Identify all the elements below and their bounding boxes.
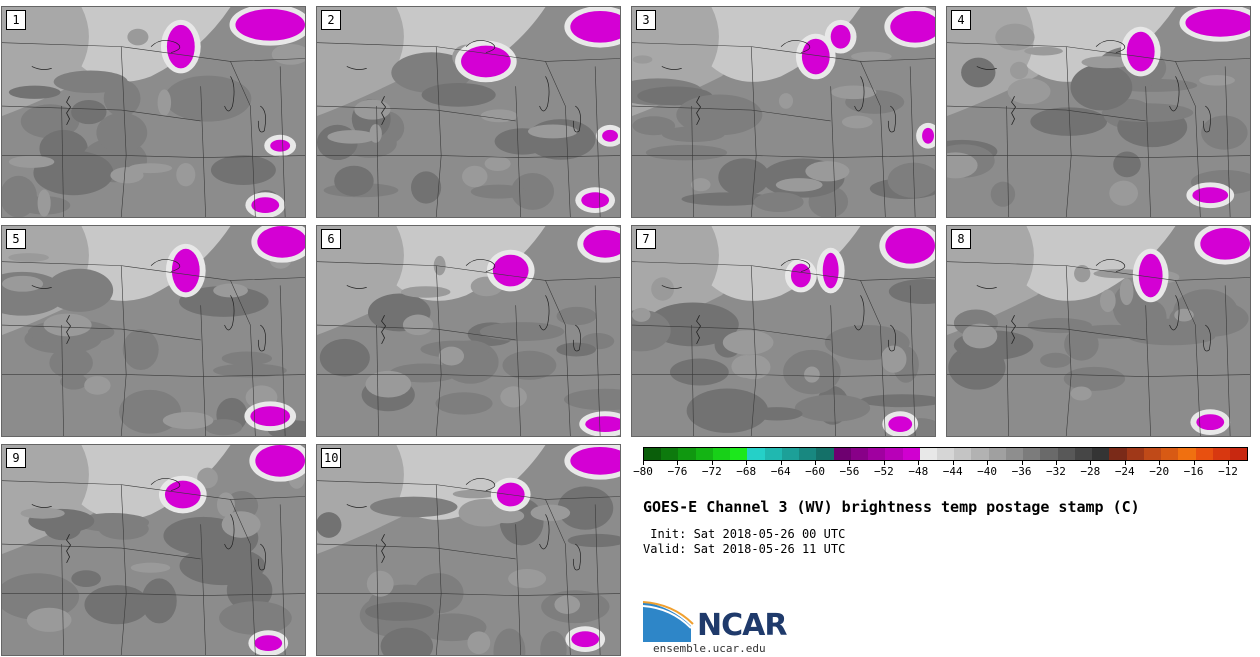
colorbar-swatch bbox=[1178, 448, 1196, 460]
colorbar-swatch bbox=[850, 448, 869, 460]
colorbar-swatch bbox=[919, 448, 937, 460]
colorbar-tick-label: −36 bbox=[1011, 465, 1032, 478]
colorbar-tick-mark bbox=[815, 461, 817, 465]
colorbar-tick-label: −68 bbox=[736, 465, 757, 478]
colorbar-swatch bbox=[988, 448, 1006, 460]
panel-number: 10 bbox=[321, 448, 342, 468]
colorbar-tick-label: −72 bbox=[701, 465, 722, 478]
colorbar-swatch bbox=[1229, 448, 1248, 460]
colorbar-swatch bbox=[1195, 448, 1213, 460]
colorbar-swatch bbox=[1126, 448, 1144, 460]
colorbar-swatch bbox=[644, 448, 662, 460]
panel-number: 6 bbox=[321, 229, 341, 249]
colorbar-swatch bbox=[954, 448, 972, 460]
ncar-logo-text: NCAR bbox=[697, 608, 787, 643]
colorbar-swatch bbox=[764, 448, 782, 460]
map-panel: 6 bbox=[316, 225, 621, 437]
colorbar-tick-mark bbox=[711, 461, 713, 465]
colorbar-tick-label: −60 bbox=[805, 465, 825, 478]
colorbar-tick-label: −20 bbox=[1149, 465, 1170, 478]
colorbar-tick-label: −80 bbox=[633, 465, 653, 478]
colorbar-tick-label: −48 bbox=[908, 465, 929, 478]
colorbar-swatch bbox=[730, 448, 748, 460]
colorbar-swatch bbox=[799, 448, 817, 460]
colorbar-swatch bbox=[971, 448, 989, 460]
colorbar-tick-mark bbox=[780, 461, 782, 465]
panel-number: 7 bbox=[636, 229, 656, 249]
colorbar-swatch bbox=[1005, 448, 1024, 460]
colorbar-tick-mark bbox=[1228, 461, 1229, 465]
map-panel: 10 bbox=[316, 444, 621, 656]
colorbar-tick-labels: −80 −76 −72 −68 −64 −60 −56 −52 −48 −44 −40 −36 −32 −… bbox=[633, 461, 1248, 481]
colorbar-swatch bbox=[816, 448, 834, 460]
colorbar-tick-mark bbox=[1193, 461, 1195, 465]
panel-number: 4 bbox=[951, 10, 971, 30]
colorbar-tick-label: −52 bbox=[873, 465, 894, 478]
map-panel: 7 bbox=[631, 225, 936, 437]
colorbar-tick-label: −24 bbox=[1114, 465, 1135, 478]
colorbar-tick-mark bbox=[1090, 461, 1092, 465]
valid-time: Valid: Sat 2018-05-26 11 UTC bbox=[643, 542, 846, 556]
colorbar-swatch bbox=[936, 448, 955, 460]
colorbar-tick-label: −28 bbox=[1080, 465, 1101, 478]
colorbar-tick-label: −56 bbox=[839, 465, 860, 478]
colorbar-swatch bbox=[1074, 448, 1093, 460]
colorbar-tick-label: −76 bbox=[667, 465, 688, 478]
map-panel: 3 bbox=[631, 6, 936, 218]
panel-number: 8 bbox=[951, 229, 971, 249]
panel-number: 3 bbox=[636, 10, 656, 30]
colorbar-swatch bbox=[1109, 448, 1127, 460]
colorbar-tick-mark bbox=[952, 461, 954, 465]
map-panel: 8 bbox=[946, 225, 1251, 437]
colorbar-swatch bbox=[1040, 448, 1058, 460]
panel-number: 2 bbox=[321, 10, 341, 30]
map-panel: 4 bbox=[946, 6, 1251, 218]
map-panel: 9 bbox=[1, 444, 306, 656]
colorbar-tick-mark bbox=[883, 461, 885, 465]
colorbar-swatch bbox=[1161, 448, 1179, 460]
colorbar bbox=[643, 447, 1248, 461]
map-panel: 2 bbox=[316, 6, 621, 218]
map-panel: 1 bbox=[1, 6, 306, 218]
colorbar-tick-mark bbox=[1159, 461, 1161, 465]
colorbar-swatch bbox=[1023, 448, 1041, 460]
ncar-logo-icon bbox=[643, 601, 694, 642]
colorbar-tick-mark bbox=[918, 461, 920, 465]
panel-number: 1 bbox=[6, 10, 26, 30]
colorbar-tick-label: −32 bbox=[1046, 465, 1066, 478]
colorbar-tick-mark bbox=[1021, 461, 1023, 465]
panel-number: 5 bbox=[6, 229, 26, 249]
colorbar-swatch bbox=[661, 448, 679, 460]
colorbar-swatch bbox=[712, 448, 731, 460]
colorbar-tick-mark bbox=[1124, 461, 1126, 465]
colorbar-swatch bbox=[868, 448, 886, 460]
colorbar-swatch bbox=[1212, 448, 1230, 460]
colorbar-swatch bbox=[1057, 448, 1075, 460]
panel-number: 9 bbox=[6, 448, 26, 468]
colorbar-tick-mark bbox=[746, 461, 748, 465]
colorbar-tick-label: −16 bbox=[1183, 465, 1204, 478]
colorbar-swatch bbox=[678, 448, 696, 460]
colorbar-tick-mark bbox=[849, 461, 851, 465]
colorbar-tick-label: −44 bbox=[942, 465, 963, 478]
colorbar-swatch bbox=[902, 448, 920, 460]
colorbar-tick-mark bbox=[677, 461, 679, 465]
colorbar-swatch bbox=[747, 448, 765, 460]
colorbar-tick-mark bbox=[987, 461, 989, 465]
colorbar-swatch bbox=[1092, 448, 1110, 460]
colorbar-swatch bbox=[885, 448, 903, 460]
site-url: ensemble.ucar.edu bbox=[653, 642, 766, 655]
init-time: Init: Sat 2018-05-26 00 UTC bbox=[643, 527, 846, 541]
figure-title: GOES-E Channel 3 (WV) brightness temp po… bbox=[643, 498, 1140, 516]
map-panel: 5 bbox=[1, 225, 306, 437]
colorbar-swatch bbox=[695, 448, 713, 460]
colorbar-tick-mark bbox=[643, 461, 644, 465]
colorbar-tick-mark bbox=[1055, 461, 1057, 465]
colorbar-tick-label: −40 bbox=[977, 465, 998, 478]
colorbar-swatch bbox=[833, 448, 851, 460]
colorbar-tick-label: −64 bbox=[770, 465, 791, 478]
colorbar-tick-label: −12 bbox=[1218, 465, 1238, 478]
colorbar-swatch bbox=[781, 448, 800, 460]
colorbar-swatch bbox=[1143, 448, 1162, 460]
